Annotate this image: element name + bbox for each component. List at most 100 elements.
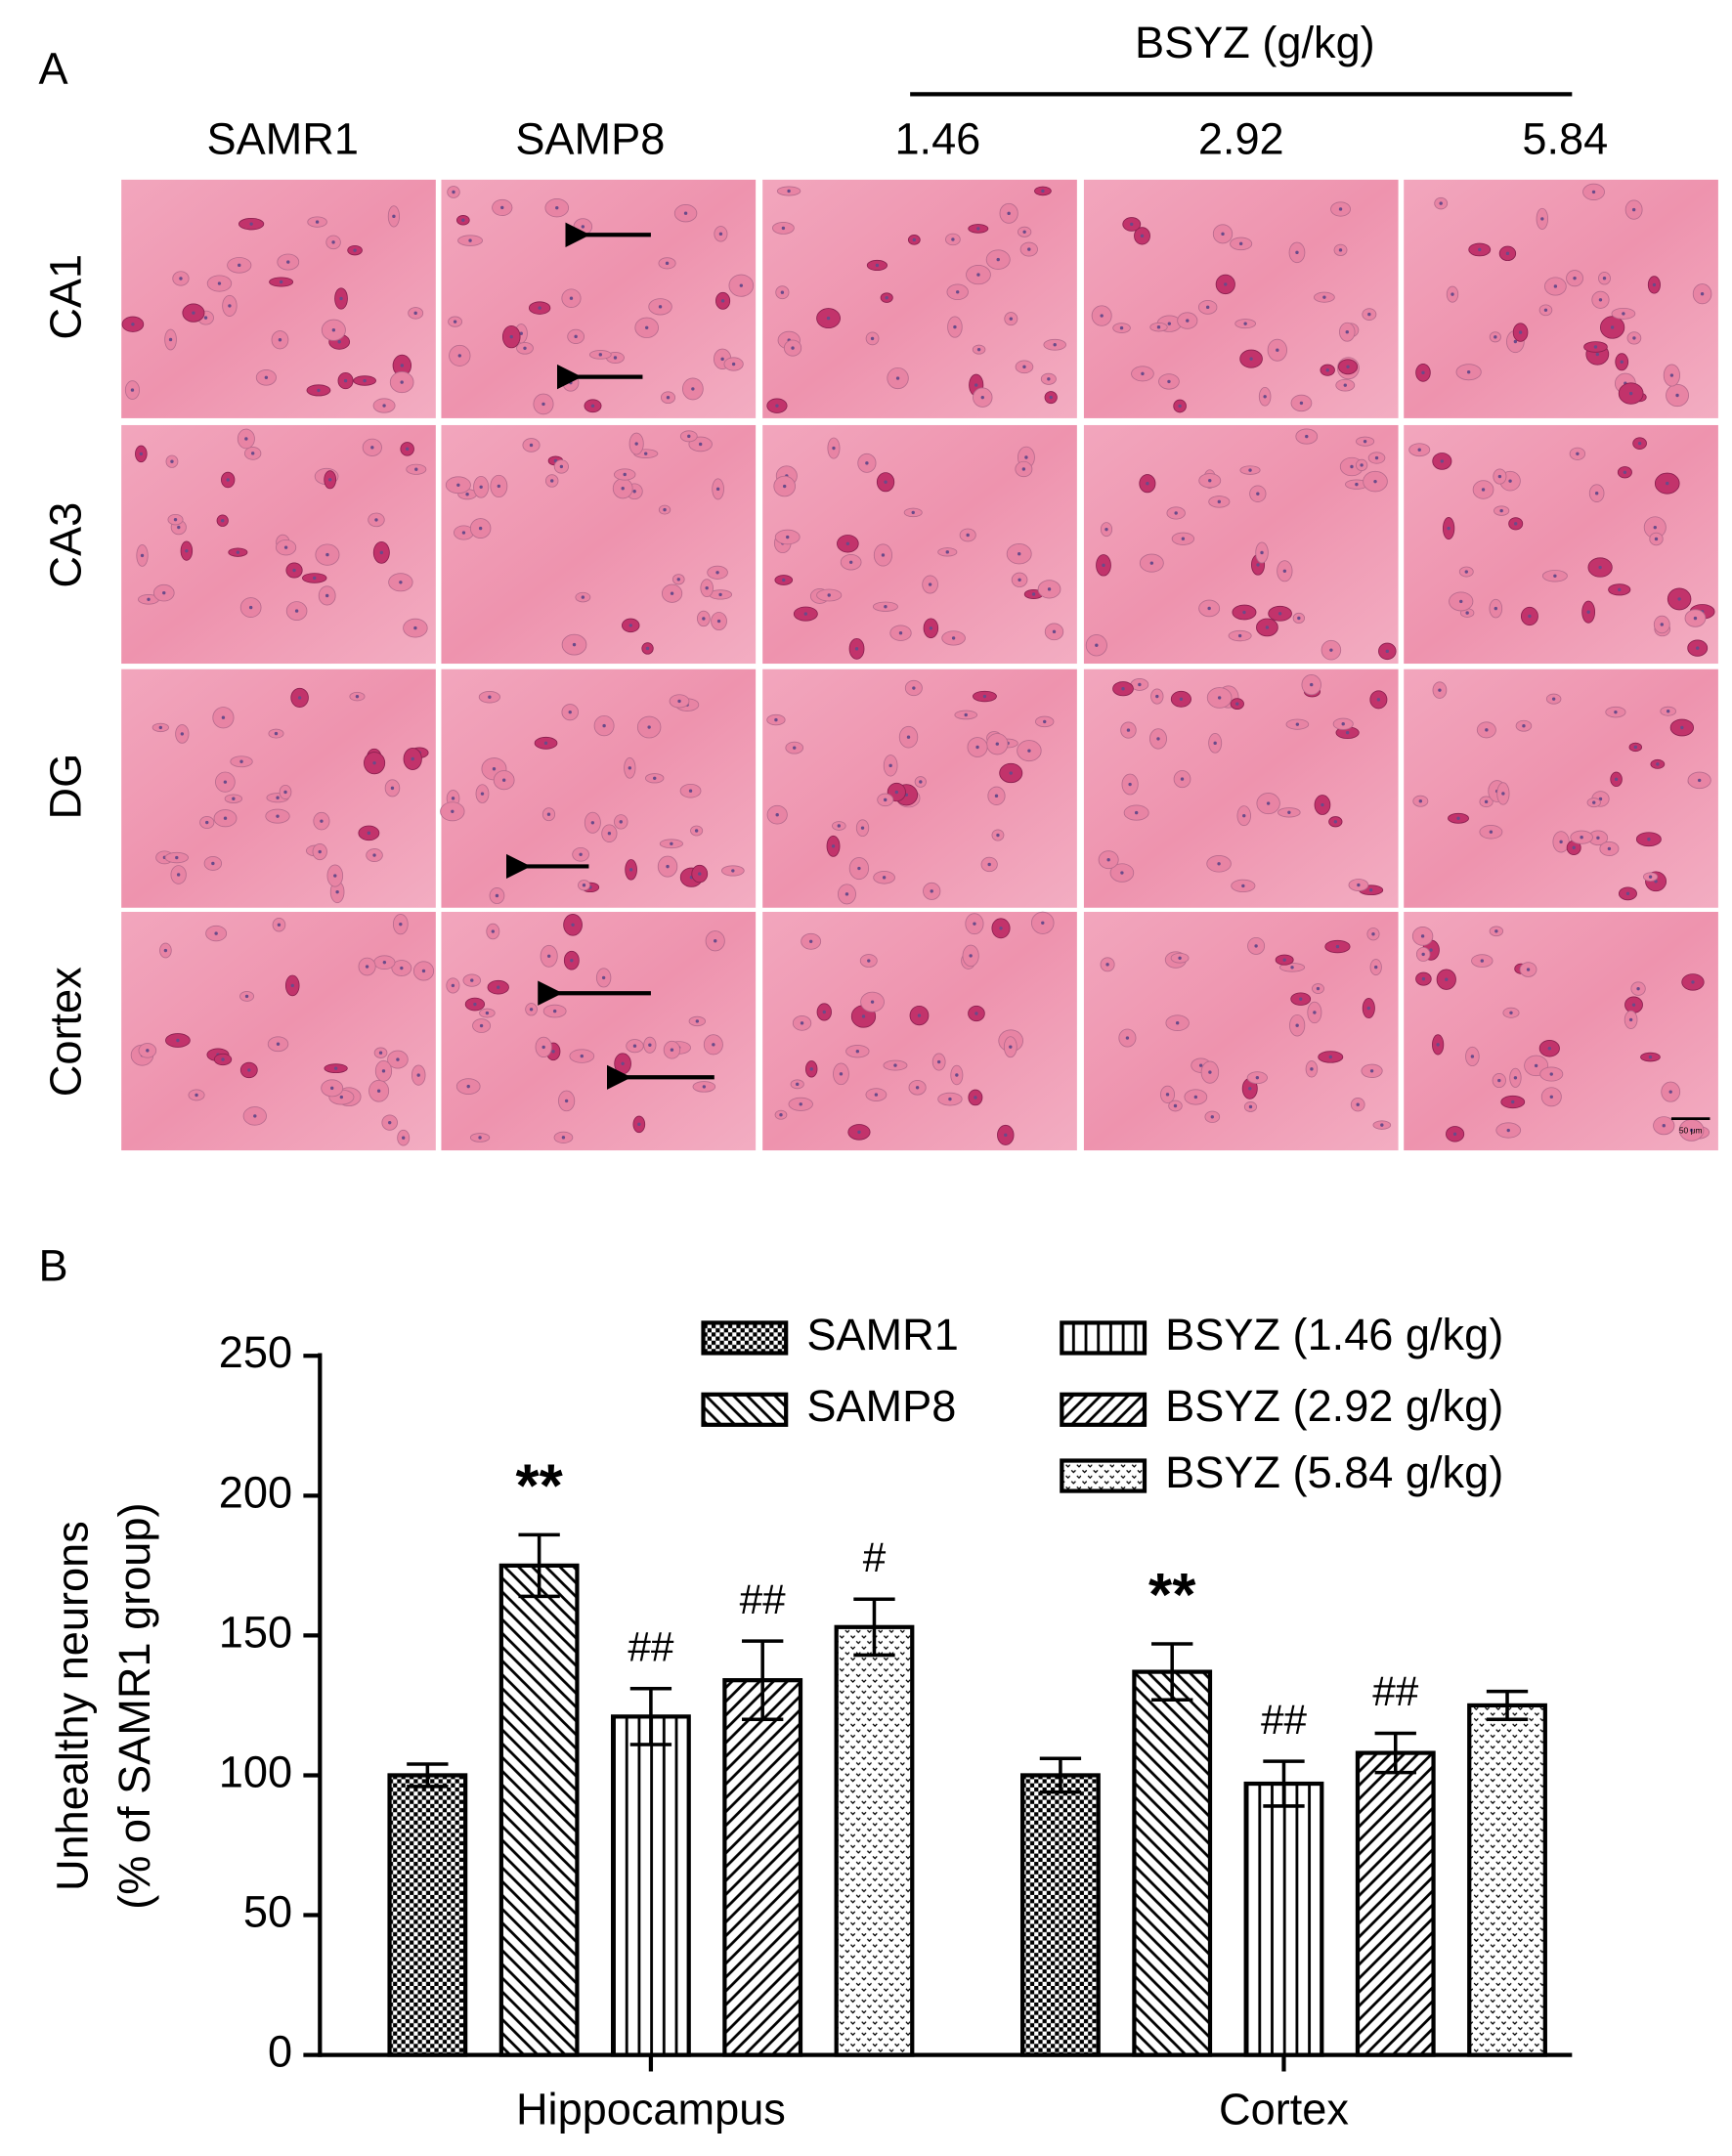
error-bar [407,1762,449,1789]
nucleus [1367,312,1371,317]
nucleus [1385,649,1389,654]
nucleus [786,535,790,539]
nucleus [1213,741,1217,746]
nucleus [411,756,414,761]
nucleus [1374,455,1379,460]
group-label: BSYZ (g/kg) [1135,18,1375,67]
nucleus [1440,459,1445,463]
nucleus [1178,404,1182,409]
nucleus [1654,537,1659,541]
nucleus [1238,241,1243,246]
nucleus [601,975,606,980]
nucleus [1501,792,1505,796]
nucleus [179,277,183,280]
nucleus [529,1008,534,1012]
x-tick-label: Cortex [1219,2085,1349,2134]
significance-label: ## [1261,1697,1308,1743]
nucleus [379,550,384,555]
nucleus [1357,883,1361,887]
nucleus [238,263,241,268]
nucleus [405,447,410,452]
nucleus [315,220,320,224]
nucleus [894,790,899,795]
nucleus [705,585,709,590]
nucleus [928,582,932,586]
y-tick-label: 50 [243,1886,292,1936]
nucleus [982,694,987,699]
nucleus [945,550,949,554]
nucleus [221,1057,225,1061]
y-axis-label: Unhealthy neurons [48,1521,98,1891]
nucleus [1553,574,1557,578]
nucleus [677,699,681,704]
nucleus [1677,597,1681,601]
nucleus [205,820,209,825]
nucleus [1636,986,1640,991]
nucleus [1299,997,1303,1001]
nucleus [644,325,649,329]
legend-swatch [1060,1392,1147,1427]
nucleus [1420,934,1425,938]
nucleus [1156,737,1160,741]
nucleus [803,612,808,616]
nucleus [1421,370,1425,375]
y-axis-label: (% of SAMR1 group) [109,1502,159,1909]
nucleus [1628,1017,1633,1022]
nucleus [414,467,418,471]
nucleus [715,487,720,492]
nucleus [416,1073,420,1077]
nucleus [951,237,955,241]
nucleus [176,873,181,877]
nucleus [1549,1095,1554,1099]
nucleus [1551,697,1556,701]
nucleus [478,526,483,531]
nucleus [162,590,166,595]
nucleus [555,205,559,210]
nucleus [1506,1128,1510,1133]
nucleus [1355,482,1359,487]
nucleus [250,452,255,455]
nucleus [1343,383,1347,387]
nucleus [1669,373,1674,377]
nucleus [1631,207,1636,212]
nucleus [1534,1063,1538,1068]
nucleus [173,517,178,522]
nucleus [1053,343,1057,347]
significance-label: ## [740,1576,787,1622]
nucleus [1666,481,1669,486]
nucleus [523,346,527,351]
nucleus [392,214,396,219]
nucleus [953,324,957,329]
nucleus [1210,1115,1214,1119]
nucleus [975,745,979,750]
nucleus [1700,292,1705,296]
nucleus [854,647,859,651]
nucleus [874,1093,879,1097]
nucleus [1465,611,1469,615]
histology-image [1404,911,1718,1151]
significance-label: ** [1148,1562,1196,1629]
nucleus [911,510,915,515]
nucleus [278,338,282,342]
nucleus [451,809,455,813]
nucleus [559,464,564,469]
row-label: CA1 [40,254,90,340]
nucleus [809,1067,813,1071]
nucleus [1282,569,1287,573]
significance-label: ## [1372,1668,1419,1714]
nucleus [698,442,703,447]
nucleus [1526,968,1531,971]
nucleus [1248,1104,1253,1109]
nucleus [274,731,279,736]
nucleus [1647,838,1651,841]
nucleus [1295,722,1300,726]
nucleus [581,595,585,599]
nucleus [1547,1047,1552,1051]
nucleus [551,1050,555,1054]
nucleus [247,1068,251,1072]
nucleus [372,760,376,765]
nucleus [320,819,324,823]
nucleus [1445,977,1449,981]
nucleus [670,1048,674,1052]
nucleus [782,578,786,582]
